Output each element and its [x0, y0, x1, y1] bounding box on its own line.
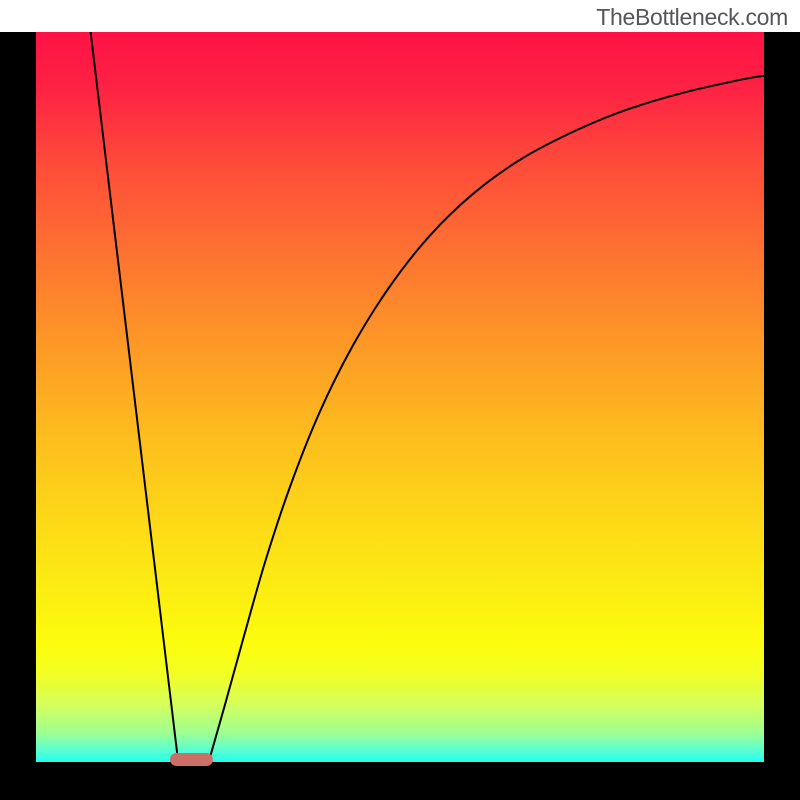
curve-right-arc: [209, 76, 764, 760]
curve-left-line: [91, 32, 178, 760]
canvas-root: TheBottleneck.com: [0, 0, 800, 800]
bottleneck-curve: [36, 32, 764, 762]
plot-area: [36, 32, 764, 762]
watermark-text: TheBottleneck.com: [596, 4, 788, 31]
optimal-marker: [170, 753, 213, 766]
